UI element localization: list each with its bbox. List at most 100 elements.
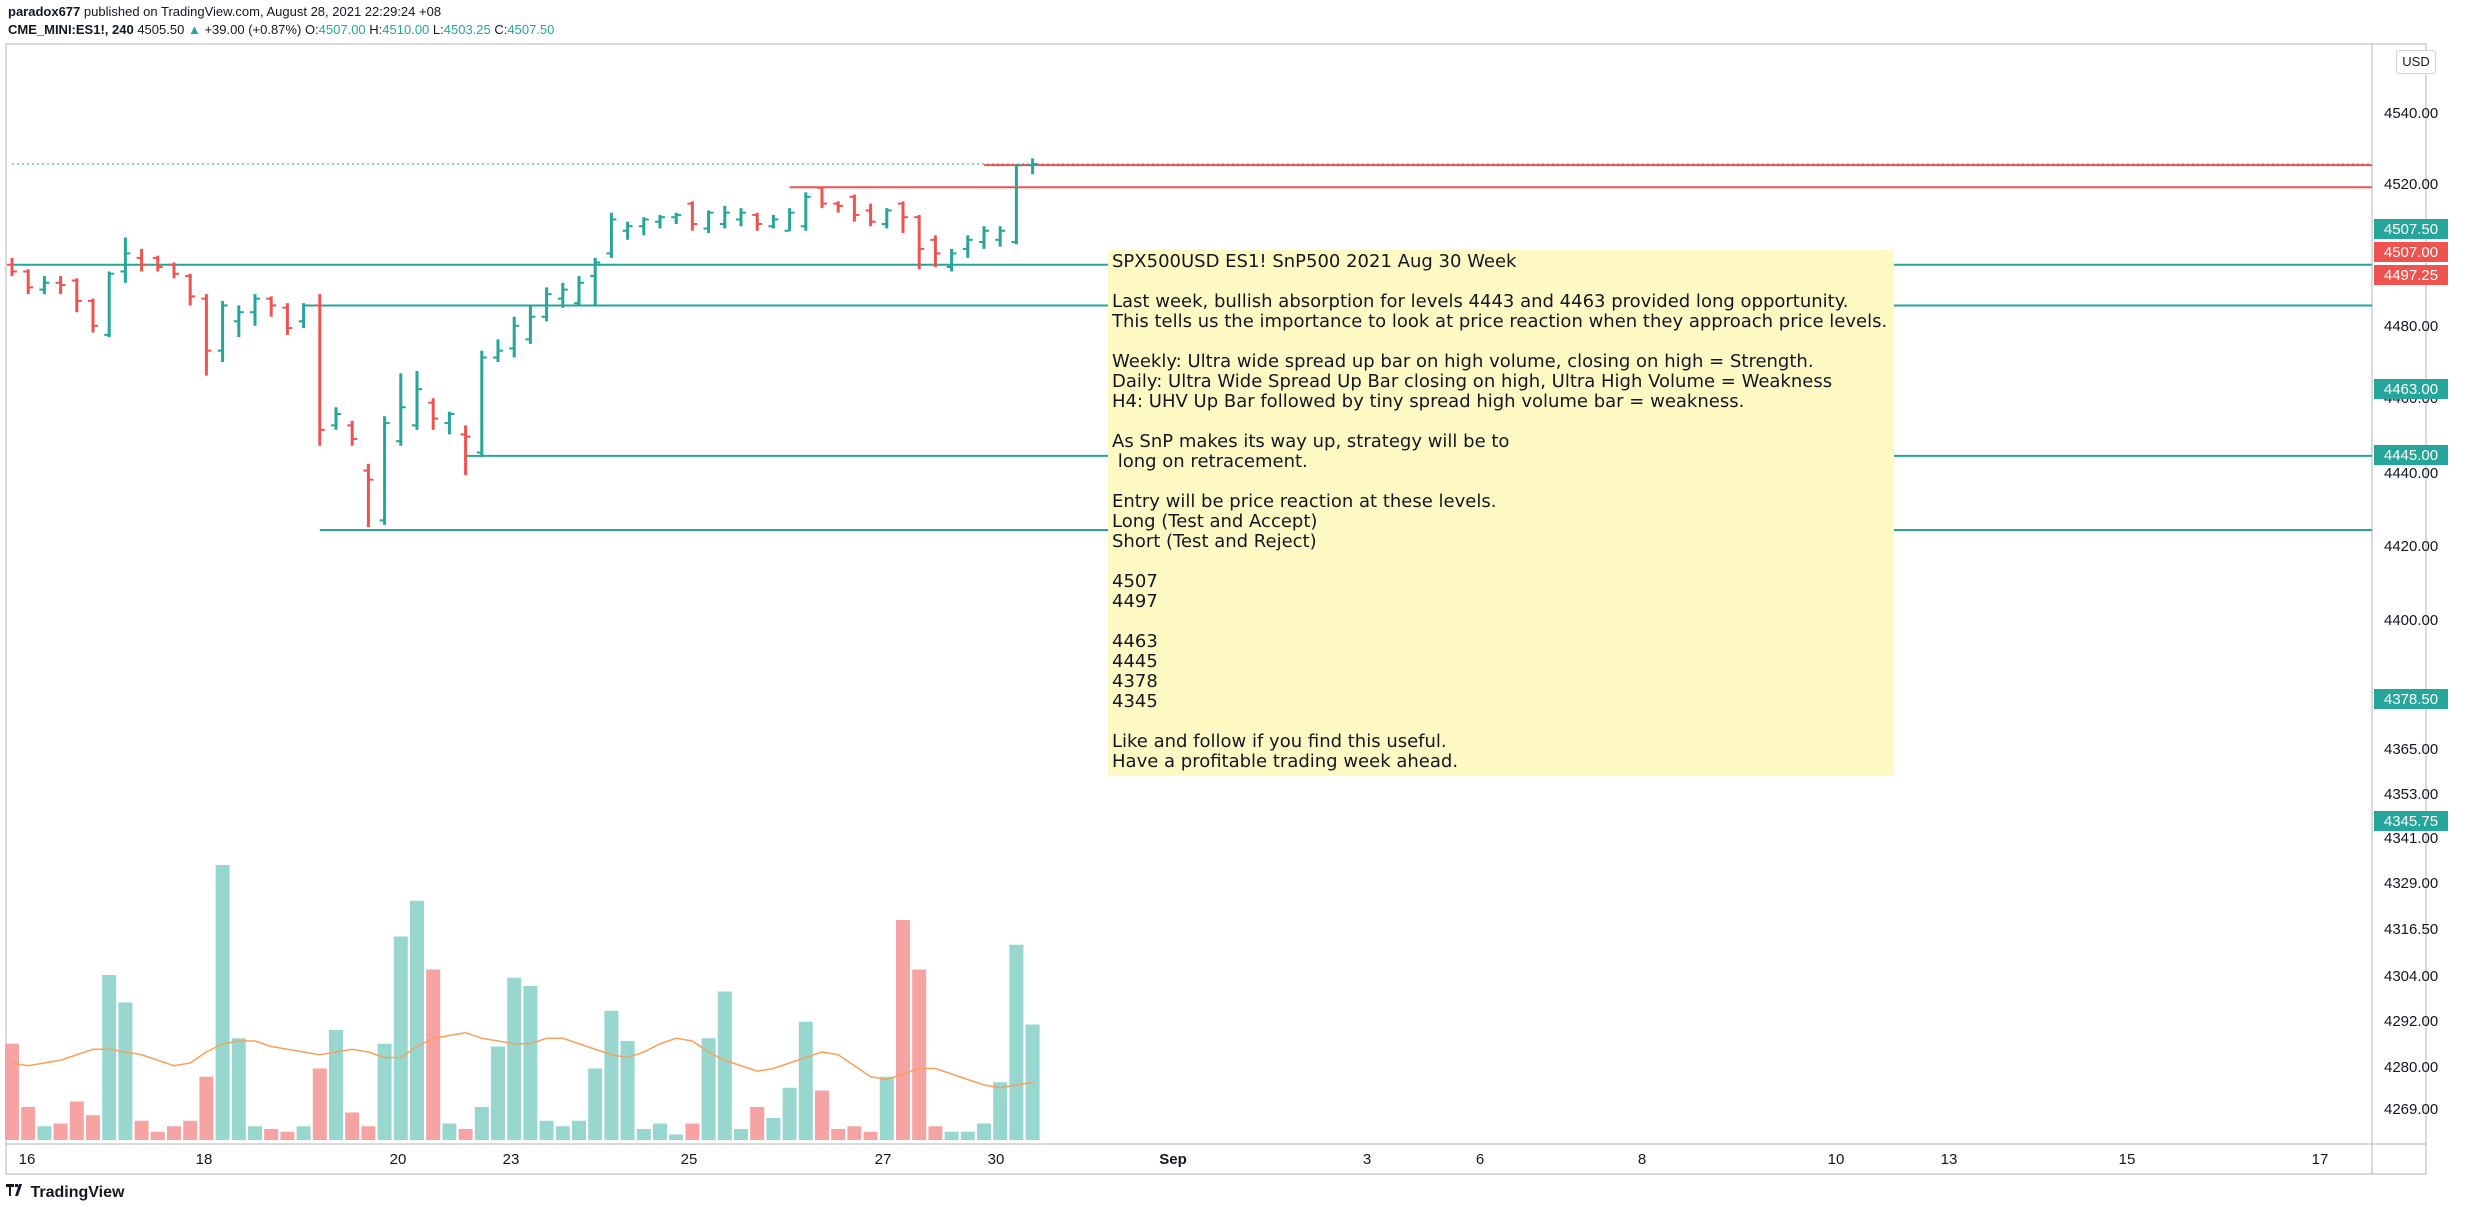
ohlc-bar[interactable] bbox=[671, 212, 682, 224]
ohlc-bar[interactable] bbox=[622, 221, 633, 240]
ohlc-bar[interactable] bbox=[881, 208, 892, 229]
ohlc-bar[interactable] bbox=[995, 226, 1006, 247]
ohlc-bar[interactable] bbox=[525, 305, 536, 344]
ohlc-bar[interactable] bbox=[266, 296, 277, 317]
ohlc-bar[interactable] bbox=[800, 192, 811, 231]
ohlc-bar[interactable] bbox=[104, 271, 115, 338]
ohlc-bars bbox=[7, 158, 1038, 528]
currency-button[interactable]: USD bbox=[2396, 50, 2436, 74]
ohlc-bar[interactable] bbox=[817, 186, 827, 209]
ohlc-bar[interactable] bbox=[736, 208, 746, 227]
ohlc-bar[interactable] bbox=[250, 294, 260, 326]
price-tag: 4507.00 bbox=[2374, 242, 2448, 262]
price-tick-label: 4329.00 bbox=[2384, 875, 2438, 892]
ohlc-bar[interactable] bbox=[201, 294, 212, 376]
volume-bar bbox=[831, 1129, 846, 1140]
volume-bar bbox=[296, 1126, 311, 1140]
volume-bar bbox=[507, 977, 522, 1140]
ohlc-bar[interactable] bbox=[71, 278, 82, 313]
ohlc-bar[interactable] bbox=[898, 201, 908, 234]
ohlc-bar[interactable] bbox=[655, 214, 665, 229]
ohlc-bar[interactable] bbox=[914, 214, 925, 270]
volume-bar bbox=[620, 1041, 635, 1140]
ohlc-bar[interactable] bbox=[460, 425, 471, 476]
ohlc-bar[interactable] bbox=[217, 300, 228, 362]
ohlc-bar[interactable] bbox=[428, 398, 439, 430]
ohlc-bar[interactable] bbox=[282, 303, 293, 335]
ohlc-bar[interactable] bbox=[606, 212, 617, 258]
ohlc-bar[interactable] bbox=[136, 248, 147, 272]
ohlc-bar[interactable] bbox=[444, 411, 455, 435]
ohlc-bar[interactable] bbox=[298, 303, 309, 329]
time-tick-label: 27 bbox=[875, 1151, 892, 1168]
volume-bar bbox=[215, 865, 230, 1140]
ohlc-bar[interactable] bbox=[7, 257, 17, 277]
ohlc-bar[interactable] bbox=[865, 203, 876, 227]
volume-bar bbox=[685, 1123, 700, 1140]
volume-bar bbox=[458, 1129, 473, 1140]
annotation-note[interactable]: SPX500USD ES1! SnP500 2021 Aug 30 Week La… bbox=[1108, 250, 1894, 776]
ohlc-bar[interactable] bbox=[152, 255, 163, 272]
ohlc-bar[interactable] bbox=[120, 237, 131, 283]
time-tick-label: 23 bbox=[503, 1151, 520, 1168]
time-tick-label: 13 bbox=[1941, 1151, 1958, 1168]
ohlc-bar[interactable] bbox=[784, 208, 795, 232]
ohlc-bar[interactable] bbox=[849, 194, 860, 222]
ohlc-bar[interactable] bbox=[395, 373, 406, 446]
ohlc-bar[interactable] bbox=[590, 257, 601, 306]
ohlc-bar[interactable] bbox=[638, 217, 649, 236]
ohlc-bar[interactable] bbox=[703, 210, 714, 234]
price-tag-label: 4497.25 bbox=[2384, 267, 2438, 284]
ohlc-bar[interactable] bbox=[314, 294, 325, 446]
ohlc-bar[interactable] bbox=[169, 262, 179, 279]
ohlc-bar[interactable] bbox=[687, 201, 698, 231]
price-tick-label: 4304.00 bbox=[2384, 968, 2438, 985]
ohlc-bar[interactable] bbox=[574, 276, 584, 306]
ohlc-bar[interactable] bbox=[1011, 164, 1022, 245]
ohlc-bar[interactable] bbox=[379, 416, 390, 525]
ohlc-bar[interactable] bbox=[493, 339, 503, 362]
price-tick-label: 4365.00 bbox=[2384, 741, 2438, 758]
volume-ma-line bbox=[11, 1031, 1033, 1089]
ohlc-bar[interactable] bbox=[412, 371, 422, 430]
ohlc-bar[interactable] bbox=[946, 248, 957, 272]
ohlc-bar[interactable] bbox=[55, 276, 66, 295]
ohlc-bar[interactable] bbox=[557, 282, 568, 308]
time-axis[interactable]: 16 18 20 23 25 27 30 Sep 3 6 8 10 13 15 17 bbox=[19, 1151, 2329, 1168]
volume-bar bbox=[750, 1107, 765, 1140]
ohlc-bar[interactable] bbox=[88, 298, 98, 333]
volume-bar bbox=[896, 920, 910, 1140]
price-tick-label: 4341.00 bbox=[2384, 830, 2438, 847]
ohlc-bar[interactable] bbox=[347, 420, 358, 446]
ohlc-bar[interactable] bbox=[233, 305, 244, 338]
note-line bbox=[1112, 412, 1890, 432]
ohlc-bar[interactable] bbox=[185, 273, 196, 306]
ohlc-bar[interactable] bbox=[752, 212, 763, 231]
note-line: Entry will be price reaction at these le… bbox=[1112, 491, 1497, 512]
note-line: This tells us the importance to look at … bbox=[1112, 311, 1888, 332]
ohlc-bar[interactable] bbox=[541, 287, 552, 322]
ohlc-bar[interactable] bbox=[768, 214, 779, 229]
ohlc-bar[interactable] bbox=[719, 205, 730, 229]
volume-bar bbox=[393, 936, 408, 1140]
price-tick-label: 4269.00 bbox=[2384, 1101, 2438, 1118]
ohlc-bar[interactable] bbox=[930, 235, 941, 267]
ohlc-bar[interactable] bbox=[962, 235, 973, 258]
volume-bar bbox=[782, 1087, 797, 1140]
ohlc-bar[interactable] bbox=[39, 276, 50, 295]
ohlc-bar[interactable] bbox=[979, 226, 989, 249]
price-tag: 4463.00 bbox=[2374, 379, 2448, 399]
ohlc-bar[interactable] bbox=[23, 269, 34, 295]
ohlc-bar[interactable] bbox=[509, 316, 520, 358]
ohlc-bar[interactable] bbox=[833, 201, 844, 213]
volume-bar bbox=[150, 1131, 165, 1140]
volume-bar bbox=[102, 975, 117, 1140]
ohlc-bar[interactable] bbox=[363, 463, 374, 528]
ohlc-bar[interactable] bbox=[476, 350, 487, 458]
up-arrow-icon: ▲ bbox=[187, 22, 201, 37]
ohlc-legend: CME_MINI:ES1!, 240 4505.50 ▲ +39.00 (+0.… bbox=[8, 22, 554, 38]
ohlc-bar[interactable] bbox=[1027, 158, 1038, 175]
volume-bar bbox=[37, 1126, 52, 1140]
author-name[interactable]: paradox677 bbox=[8, 4, 81, 19]
ohlc-bar[interactable] bbox=[331, 407, 341, 430]
